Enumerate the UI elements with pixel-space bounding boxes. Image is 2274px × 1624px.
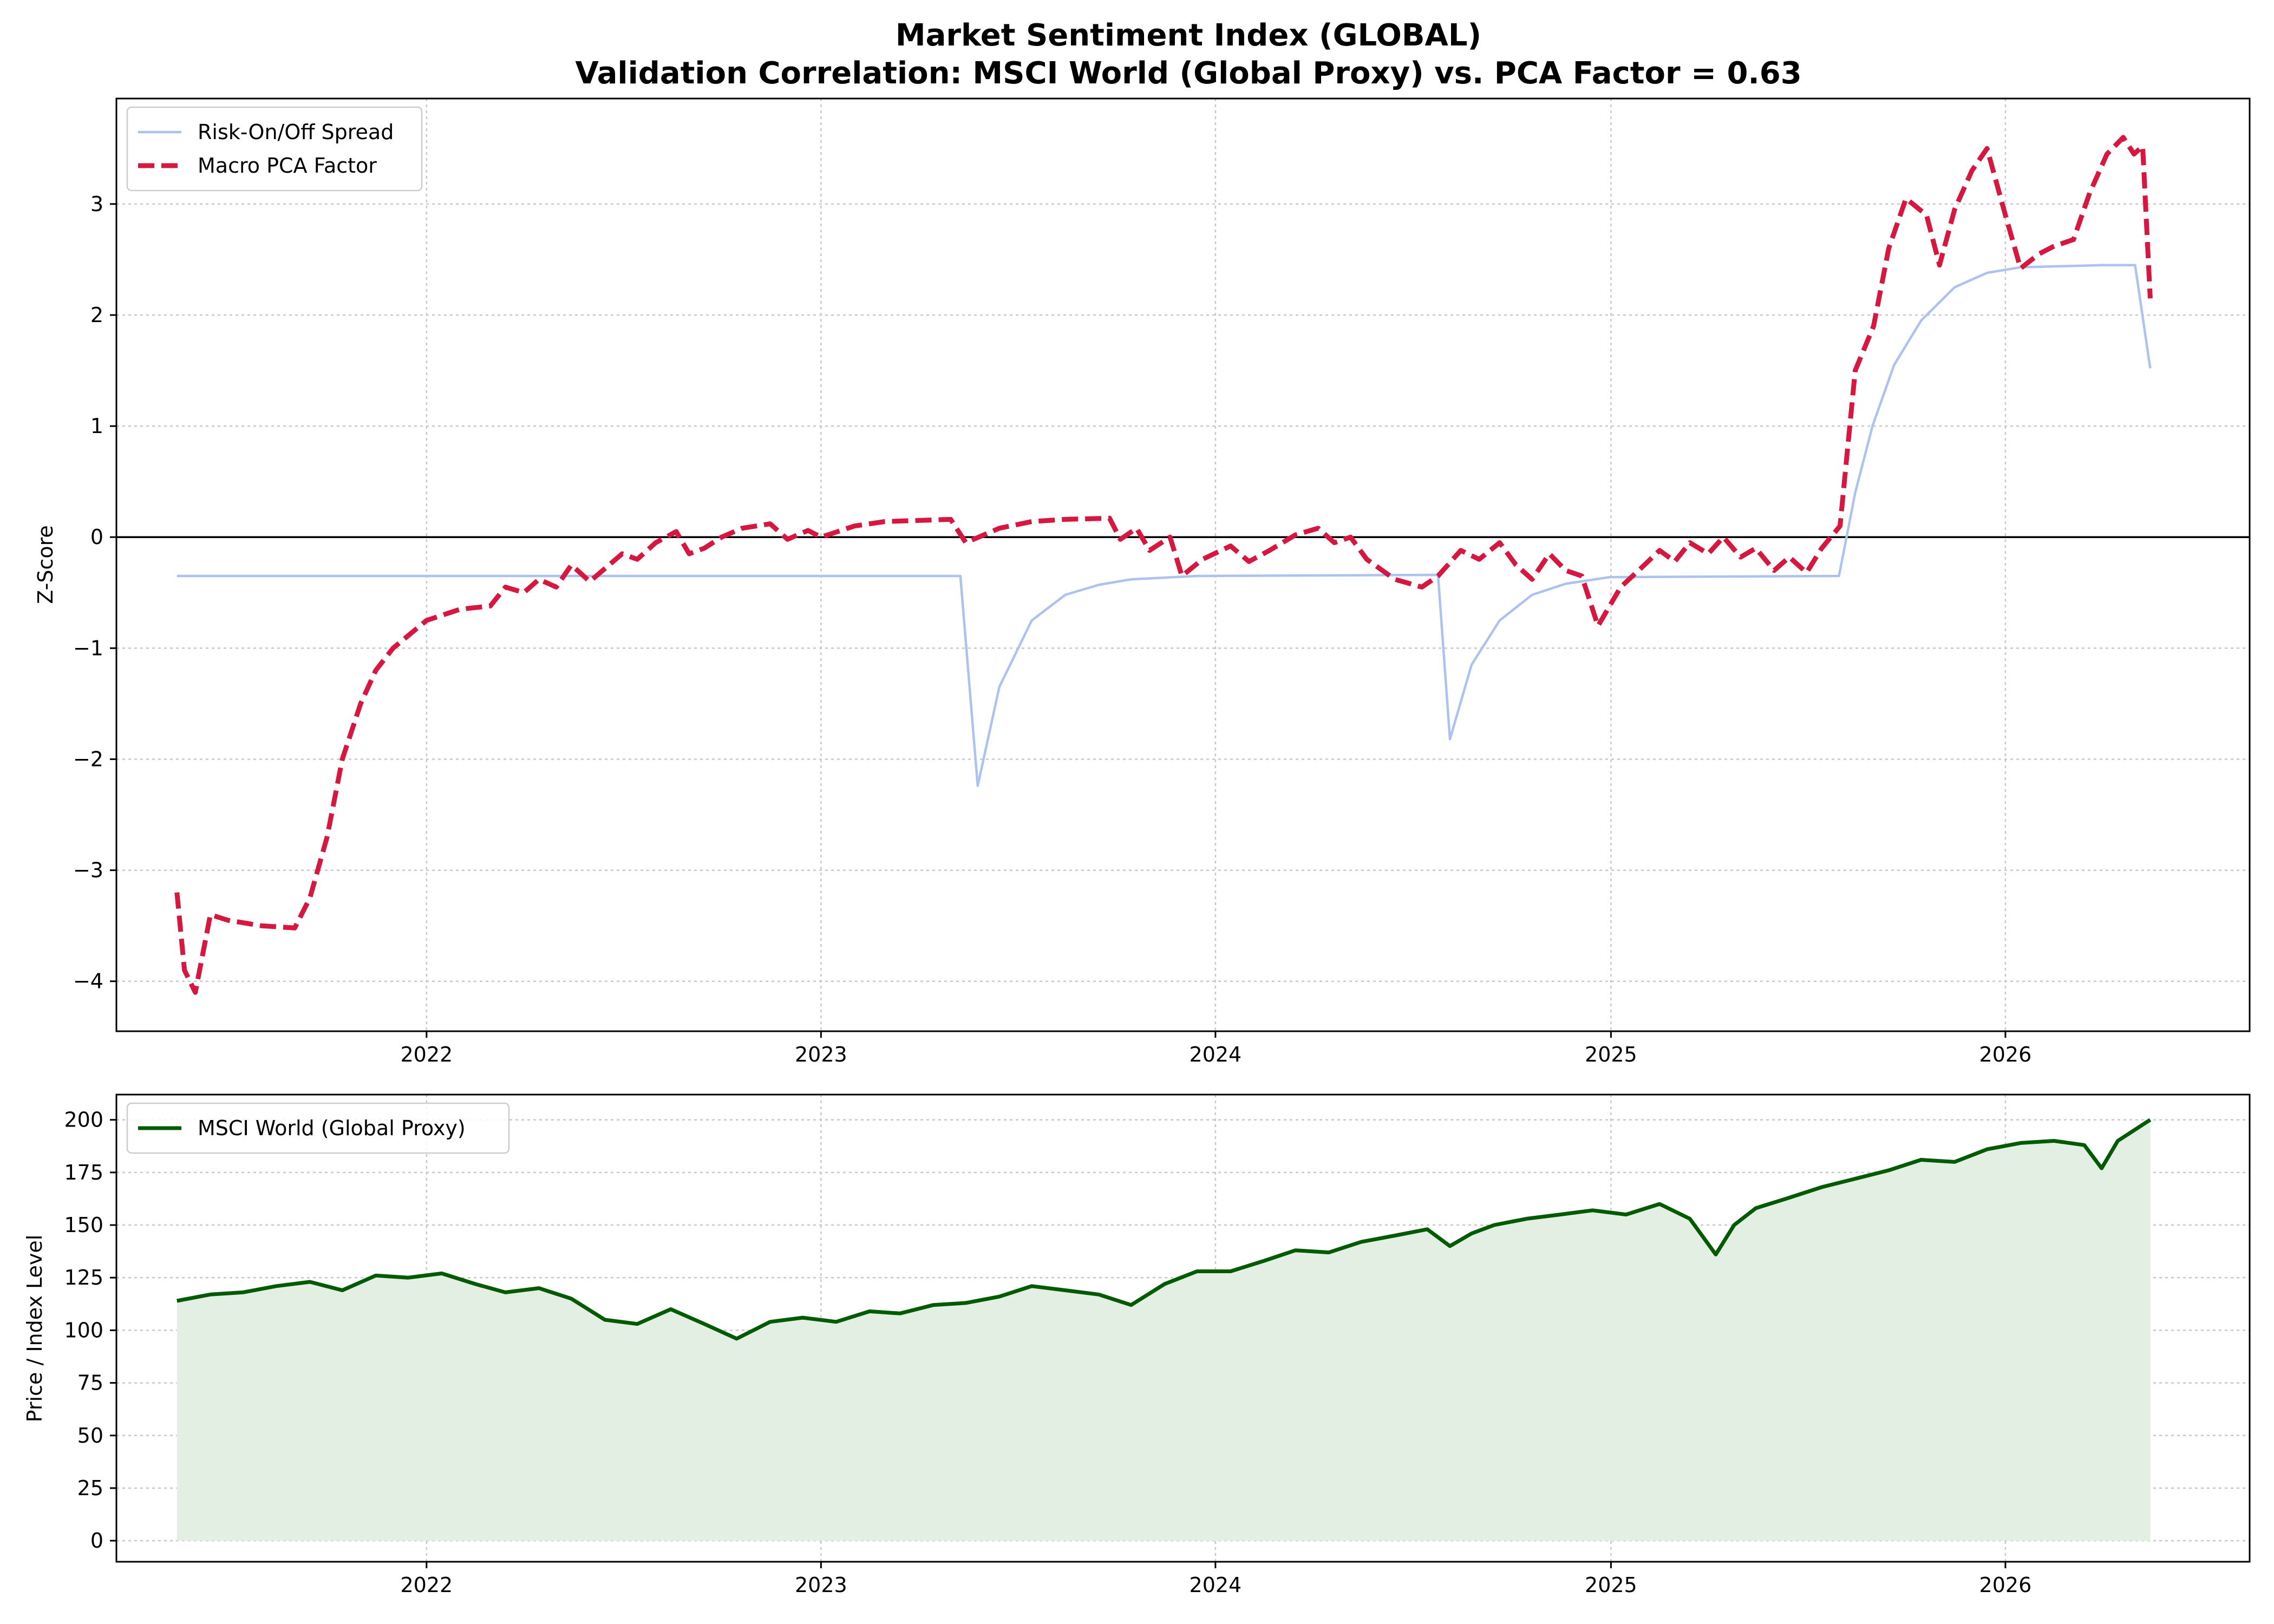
series-line-1 [174,135,2153,995]
sentiment-panel: 2022 2023 2024 2025 2026 −4 −3 −2 −1 0 1 2 3 Z-Score… [34,97,2251,1066]
legend-label: Risk-On/Off Spread [198,120,394,144]
sentiment-plot-frame [115,97,2251,1032]
x-tick-label: 2025 [1585,1573,1637,1597]
y-tick-label: 50 [77,1424,103,1448]
x-tick-label: 2024 [1190,1043,1242,1066]
legend-box [126,1102,510,1154]
price-series [177,1118,2152,1541]
series-line-0 [177,1118,2152,1341]
y-tick-label: −1 [73,636,103,660]
y-tick-label: 200 [64,1108,103,1132]
legend-label: MSCI World (Global Proxy) [198,1116,466,1140]
y-tick-label: 175 [64,1161,103,1184]
sentiment-legend: Risk-On/Off Spread Macro PCA Factor [126,106,423,192]
price-plot-frame [115,1093,2251,1563]
x-tick-label: 2023 [795,1573,847,1597]
y-tick-label: 2 [90,303,103,327]
y-tick-label: −2 [73,747,103,771]
x-tick-label: 2025 [1585,1043,1637,1066]
price-legend: MSCI World (Global Proxy) [126,1102,510,1154]
y-tick-label: 3 [90,192,103,216]
y-tick-label: 1 [90,414,103,438]
legend-box [126,106,423,192]
y-tick-label: 125 [64,1266,103,1289]
price-ticks: 2022 2023 2024 2025 2026 0 25 50 75 100 125 150 175 2… [64,1108,2031,1597]
y-tick-label: −4 [73,970,103,993]
y-tick-label: −3 [73,859,103,882]
x-tick-label: 2023 [795,1043,847,1066]
price-panel: 2022 2023 2024 2025 2026 0 25 50 75 100 125 150 175 2… [23,1093,2251,1597]
x-tick-label: 2026 [1979,1043,2032,1066]
legend-label: Macro PCA Factor [198,154,377,178]
y-tick-label: 150 [64,1213,103,1237]
price-ylabel: Price / Index Level [23,1235,47,1423]
sentiment-series [116,135,2250,995]
y-tick-label: 0 [90,525,103,549]
x-tick-label: 2026 [1979,1573,2032,1597]
x-tick-label: 2024 [1190,1573,1242,1597]
chart-title-line-1: Market Sentiment Index (GLOBAL) [896,18,1481,53]
x-tick-label: 2022 [400,1043,453,1066]
sentiment-ticks: 2022 2023 2024 2025 2026 −4 −3 −2 −1 0 1 2 3 [73,192,2031,1066]
y-tick-label: 100 [64,1318,103,1342]
sentiment-grid [116,99,2250,1031]
y-tick-label: 0 [90,1529,103,1553]
x-tick-label: 2022 [400,1573,453,1597]
series-line-0 [177,264,2152,787]
sentiment-ylabel: Z-Score [34,525,57,604]
y-tick-label: 25 [77,1476,103,1500]
y-tick-label: 75 [77,1371,103,1395]
price-area-fill [177,1119,2151,1541]
chart-title-line-2: Validation Correlation: MSCI World (Glob… [575,56,1801,91]
